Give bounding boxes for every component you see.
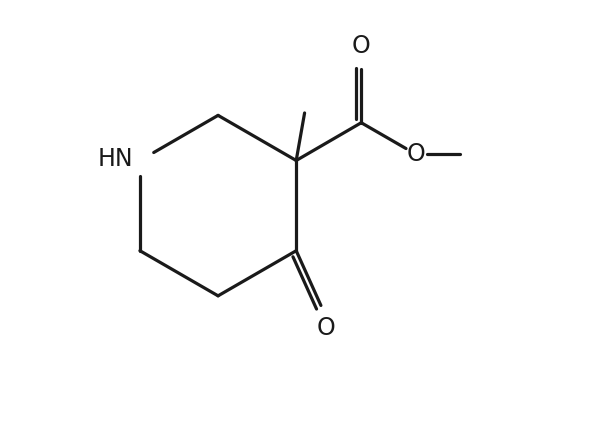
Text: O: O — [352, 34, 371, 58]
Text: O: O — [406, 142, 425, 166]
Text: O: O — [316, 315, 335, 339]
Text: HN: HN — [98, 147, 133, 171]
